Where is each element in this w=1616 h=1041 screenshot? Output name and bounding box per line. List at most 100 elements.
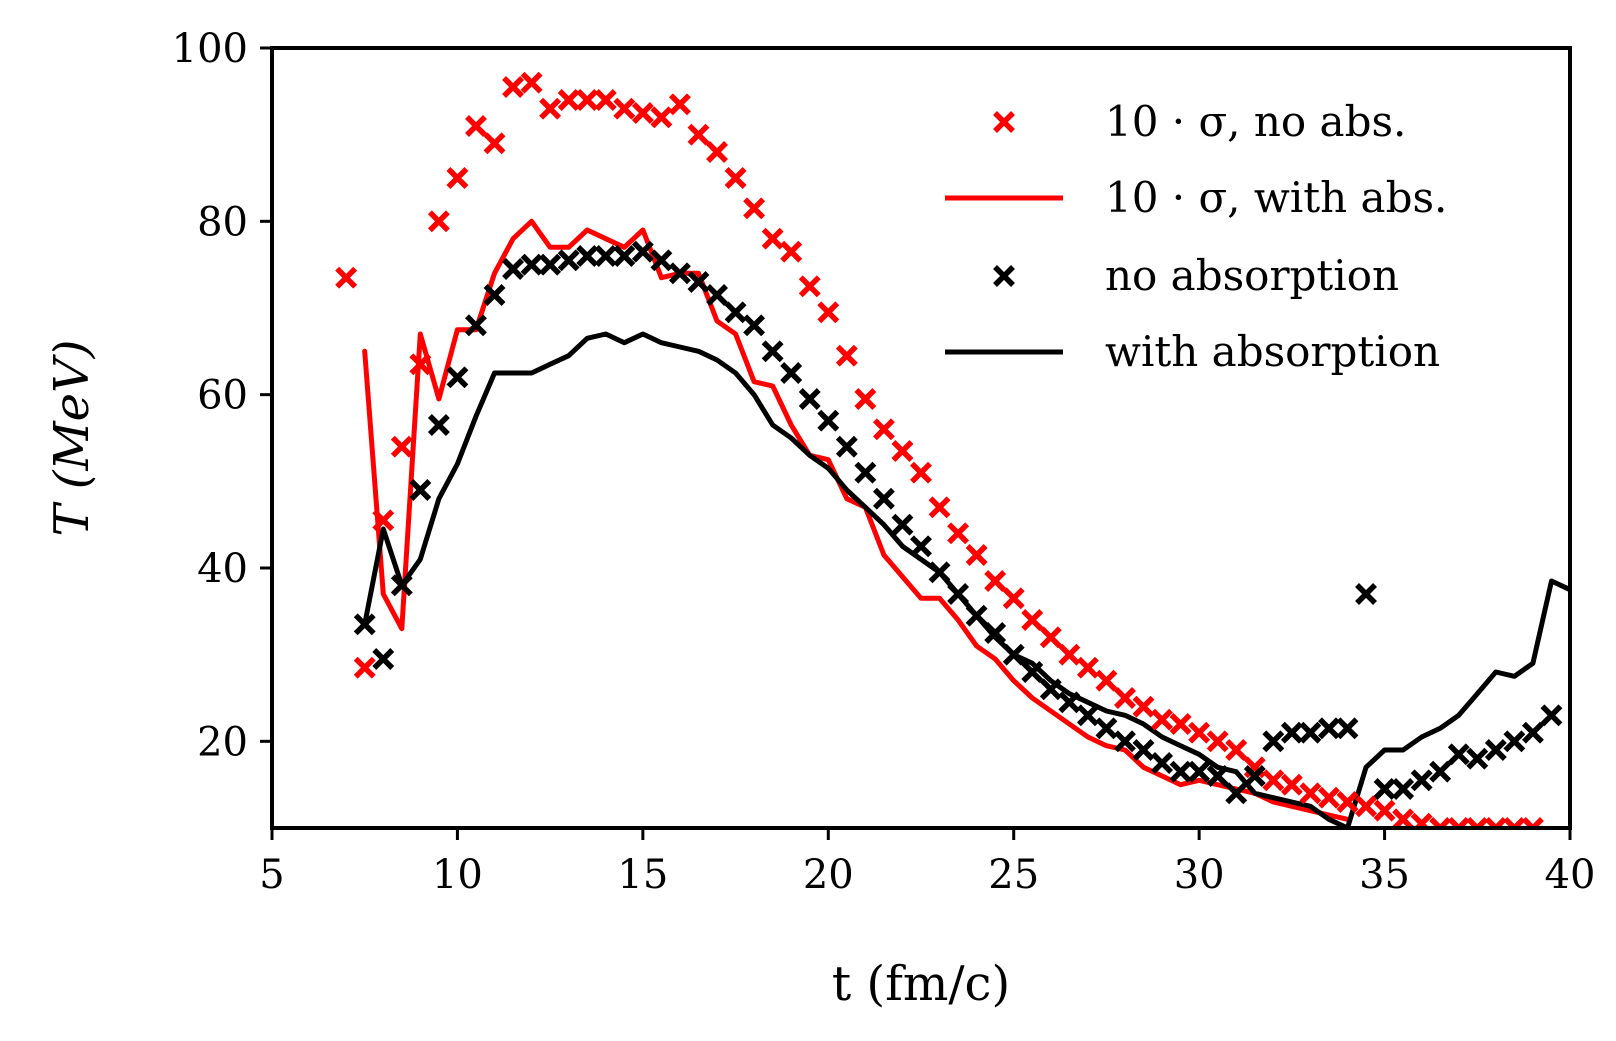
data-point [1280,773,1303,796]
data-point [557,249,580,272]
data-point [520,71,543,94]
data-point [1002,643,1025,666]
data-point [1484,817,1507,828]
x-tick-label: 30 [1174,852,1225,898]
legend: 10 · σ, no abs. 10 · σ, with abs. no absor… [945,97,1447,376]
data-point [631,102,654,124]
data-point [1503,730,1526,753]
data-point [465,314,487,337]
data-point [1262,769,1285,792]
legend-label: with absorption [1105,327,1440,376]
data-point [427,414,450,436]
data-point [1151,708,1174,731]
data-point [1521,817,1544,828]
data-point [1095,669,1118,692]
data-point [1076,656,1099,679]
legend-marker-swatch [993,111,1015,133]
data-point [780,240,803,263]
data-point [446,366,469,389]
data-point [353,613,376,636]
series-line-1 [362,218,1350,822]
data-point [1355,795,1377,818]
data-point [891,513,914,536]
data-point [872,418,895,441]
data-point [520,253,543,276]
data-point [743,314,766,337]
data-point [650,106,673,129]
data-point [483,284,506,306]
data-point [947,583,970,605]
data-point [483,132,506,155]
data-point [1466,817,1489,828]
data-point [335,266,358,289]
data-point [1299,721,1322,744]
y-tick-label: 100 [172,26,248,72]
data-point [390,435,413,458]
data-point [1373,799,1396,822]
x-tick-label: 25 [988,852,1039,898]
data-point [910,535,932,558]
data-point [743,197,766,220]
y-tick-label: 80 [197,199,248,245]
data-point [1484,739,1507,761]
data-point [372,509,395,532]
data-point [687,271,710,293]
data-point [761,227,784,250]
data-point [1132,739,1155,761]
data-point [1039,678,1062,701]
data-point [1243,765,1266,787]
axes-frame [270,46,1572,830]
data-point [1002,587,1025,610]
data-point [1317,786,1340,809]
y-tick-label: 60 [197,373,248,419]
data-point [1132,695,1155,718]
data-point [1114,730,1136,753]
data-point [650,249,673,272]
data-point [594,89,617,111]
data-point [1336,791,1359,813]
data-point [1225,782,1248,805]
data-point [835,344,858,367]
data-point [928,496,951,519]
data-point [872,487,895,510]
data-point [1151,752,1174,774]
x-tick-label: 10 [432,852,483,898]
data-point [409,479,432,501]
data-point [502,258,525,280]
y-axis-title: T (MeV) [44,340,100,537]
data-point [1188,760,1211,783]
data-point [1299,782,1322,805]
series-markers-2 [353,240,1563,805]
legend-label: no absorption [1105,251,1399,300]
data-point [1114,687,1136,709]
data-point [502,76,525,98]
data-point [427,210,450,233]
data-point [984,570,1007,592]
data-point [446,167,469,189]
data-point [668,93,691,116]
ticks-layer: 5 10 15 20 25 30 35 40 20 40 60 80 100 [172,26,1596,898]
x-axis-title: t (fm/c) [832,956,1010,1012]
data-point [1392,808,1415,828]
data-point [409,353,432,376]
data-point [631,240,654,263]
series-line-3 [362,331,1570,828]
data-point [687,123,710,146]
data-point [539,97,562,120]
data-point [947,522,970,545]
data-point [1206,765,1229,787]
legend-marker-swatch [993,265,1015,287]
data-point [613,97,636,120]
data-point [1429,760,1452,783]
data-point [539,253,562,276]
data-point [576,245,599,267]
data-point [594,245,617,267]
data-point [1169,760,1192,783]
x-tick-label: 15 [617,852,668,898]
data-point [1206,730,1229,753]
series-markers-0 [335,71,1544,828]
data-point [1410,812,1433,828]
data-point [780,362,803,384]
data-point [910,461,932,484]
